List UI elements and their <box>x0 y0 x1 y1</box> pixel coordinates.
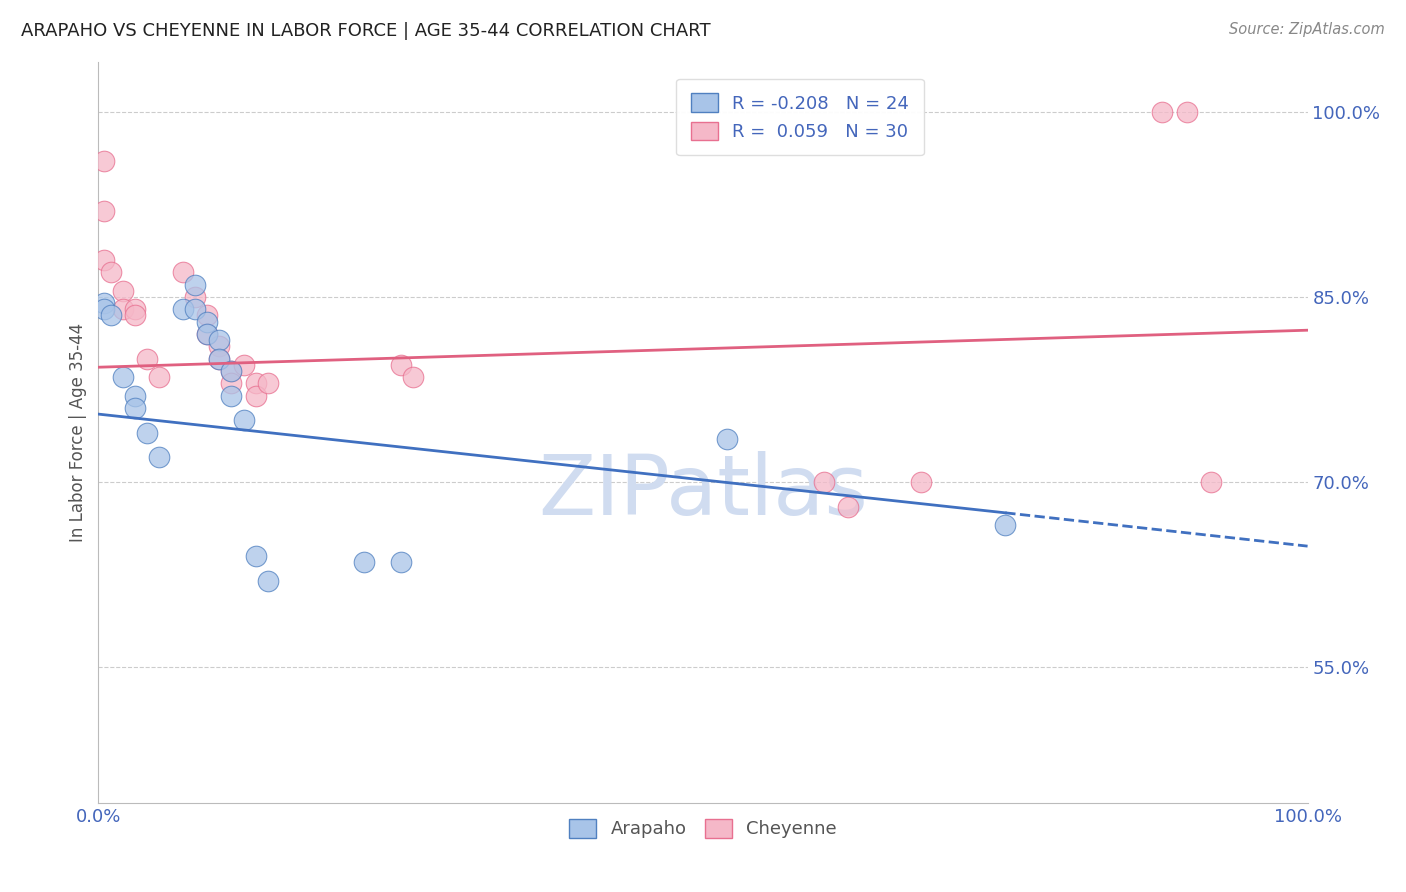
Point <box>208 351 231 366</box>
Point <box>245 389 267 403</box>
Point <box>232 358 254 372</box>
Point <box>93 302 115 317</box>
Point <box>994 518 1017 533</box>
Point <box>111 370 134 384</box>
Y-axis label: In Labor Force | Age 35-44: In Labor Force | Age 35-44 <box>69 323 87 542</box>
Point <box>1152 104 1174 119</box>
Point <box>195 326 218 341</box>
Point <box>93 203 115 218</box>
Text: Source: ZipAtlas.com: Source: ZipAtlas.com <box>1229 22 1385 37</box>
Point <box>135 351 157 366</box>
Point <box>124 309 146 323</box>
Point <box>245 376 267 391</box>
Point <box>1199 475 1222 489</box>
Point <box>124 302 146 317</box>
Point <box>208 333 231 347</box>
Point <box>389 555 412 569</box>
Point <box>100 265 122 279</box>
Point <box>837 500 859 514</box>
Point <box>221 364 243 378</box>
Legend: Arapaho, Cheyenne: Arapaho, Cheyenne <box>562 812 844 846</box>
Point <box>100 309 122 323</box>
Point <box>195 315 218 329</box>
Point <box>93 252 115 267</box>
Point <box>148 450 170 465</box>
Point <box>93 154 115 169</box>
Point <box>1175 104 1198 119</box>
Point <box>111 302 134 317</box>
Point <box>195 309 218 323</box>
Point <box>221 389 243 403</box>
Text: ARAPAHO VS CHEYENNE IN LABOR FORCE | AGE 35-44 CORRELATION CHART: ARAPAHO VS CHEYENNE IN LABOR FORCE | AGE… <box>21 22 710 40</box>
Point <box>184 290 207 304</box>
Point <box>208 339 231 353</box>
Point <box>172 265 194 279</box>
Point <box>245 549 267 563</box>
Point <box>135 425 157 440</box>
Point <box>256 574 278 588</box>
Point <box>221 376 243 391</box>
Point <box>184 277 207 292</box>
Point <box>353 555 375 569</box>
Point <box>148 370 170 384</box>
Point <box>93 296 115 310</box>
Point <box>221 364 243 378</box>
Point <box>184 302 207 317</box>
Point <box>111 284 134 298</box>
Point <box>813 475 835 489</box>
Point <box>172 302 194 317</box>
Point <box>256 376 278 391</box>
Point <box>402 370 425 384</box>
Point <box>195 326 218 341</box>
Point <box>910 475 932 489</box>
Point <box>716 432 738 446</box>
Point <box>124 389 146 403</box>
Point <box>232 413 254 427</box>
Point <box>389 358 412 372</box>
Point <box>124 401 146 415</box>
Text: ZIPatlas: ZIPatlas <box>538 451 868 533</box>
Point <box>208 351 231 366</box>
